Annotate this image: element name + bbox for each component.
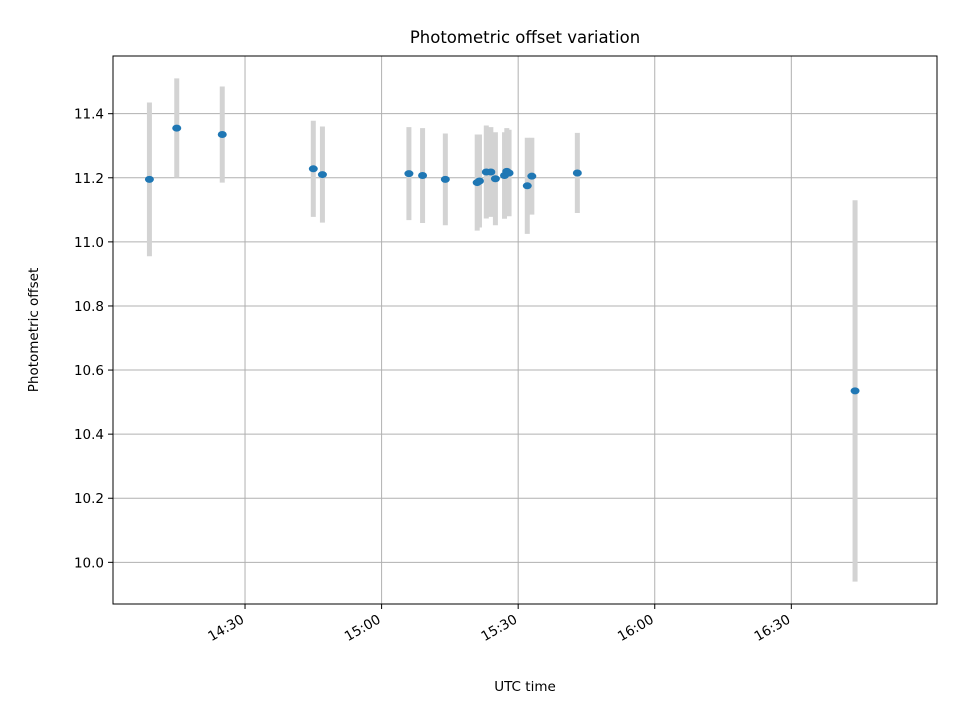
data-point (440, 175, 450, 183)
x-axis-ticks: 14:30 15:00 15:30 16:00 16:30 (205, 604, 793, 645)
data-point (308, 165, 318, 173)
x-tick-label: 15:00 (342, 612, 384, 645)
y-tick-label: 10.4 (74, 427, 104, 443)
data-point (418, 172, 428, 180)
error-bars (146, 78, 858, 582)
grid (113, 56, 937, 604)
data-point (527, 172, 537, 180)
x-tick-label: 14:30 (205, 612, 247, 645)
x-tick-label: 16:00 (615, 612, 657, 645)
chart-title: Photometric offset variation (410, 28, 640, 47)
data-point (486, 168, 496, 176)
data-points (144, 124, 860, 395)
data-point (217, 131, 227, 139)
y-tick-label: 11.0 (74, 235, 104, 251)
plot-frame (112, 55, 938, 605)
x-axis-label: UTC time (494, 679, 556, 695)
y-tick-label: 11.2 (74, 171, 104, 187)
x-tick-label: 16:30 (752, 612, 794, 645)
y-axis-ticks: 10.0 10.2 10.4 10.6 10.8 11.0 11.2 11.4 (74, 107, 113, 571)
data-point (172, 124, 182, 132)
data-point (144, 175, 154, 183)
data-point (490, 175, 500, 183)
y-tick-label: 10.0 (74, 555, 104, 571)
y-tick-label: 11.4 (74, 107, 104, 123)
y-tick-label: 10.8 (74, 299, 104, 315)
y-tick-label: 10.6 (74, 363, 104, 379)
x-tick-label: 15:30 (478, 612, 520, 645)
data-point (317, 171, 327, 179)
data-point (504, 169, 514, 177)
y-axis-label: Photometric offset (26, 268, 42, 392)
data-point (474, 177, 484, 185)
data-point (404, 170, 414, 178)
data-point (850, 387, 860, 395)
y-tick-label: 10.2 (74, 491, 104, 507)
data-point (522, 182, 532, 190)
data-point (572, 169, 582, 177)
